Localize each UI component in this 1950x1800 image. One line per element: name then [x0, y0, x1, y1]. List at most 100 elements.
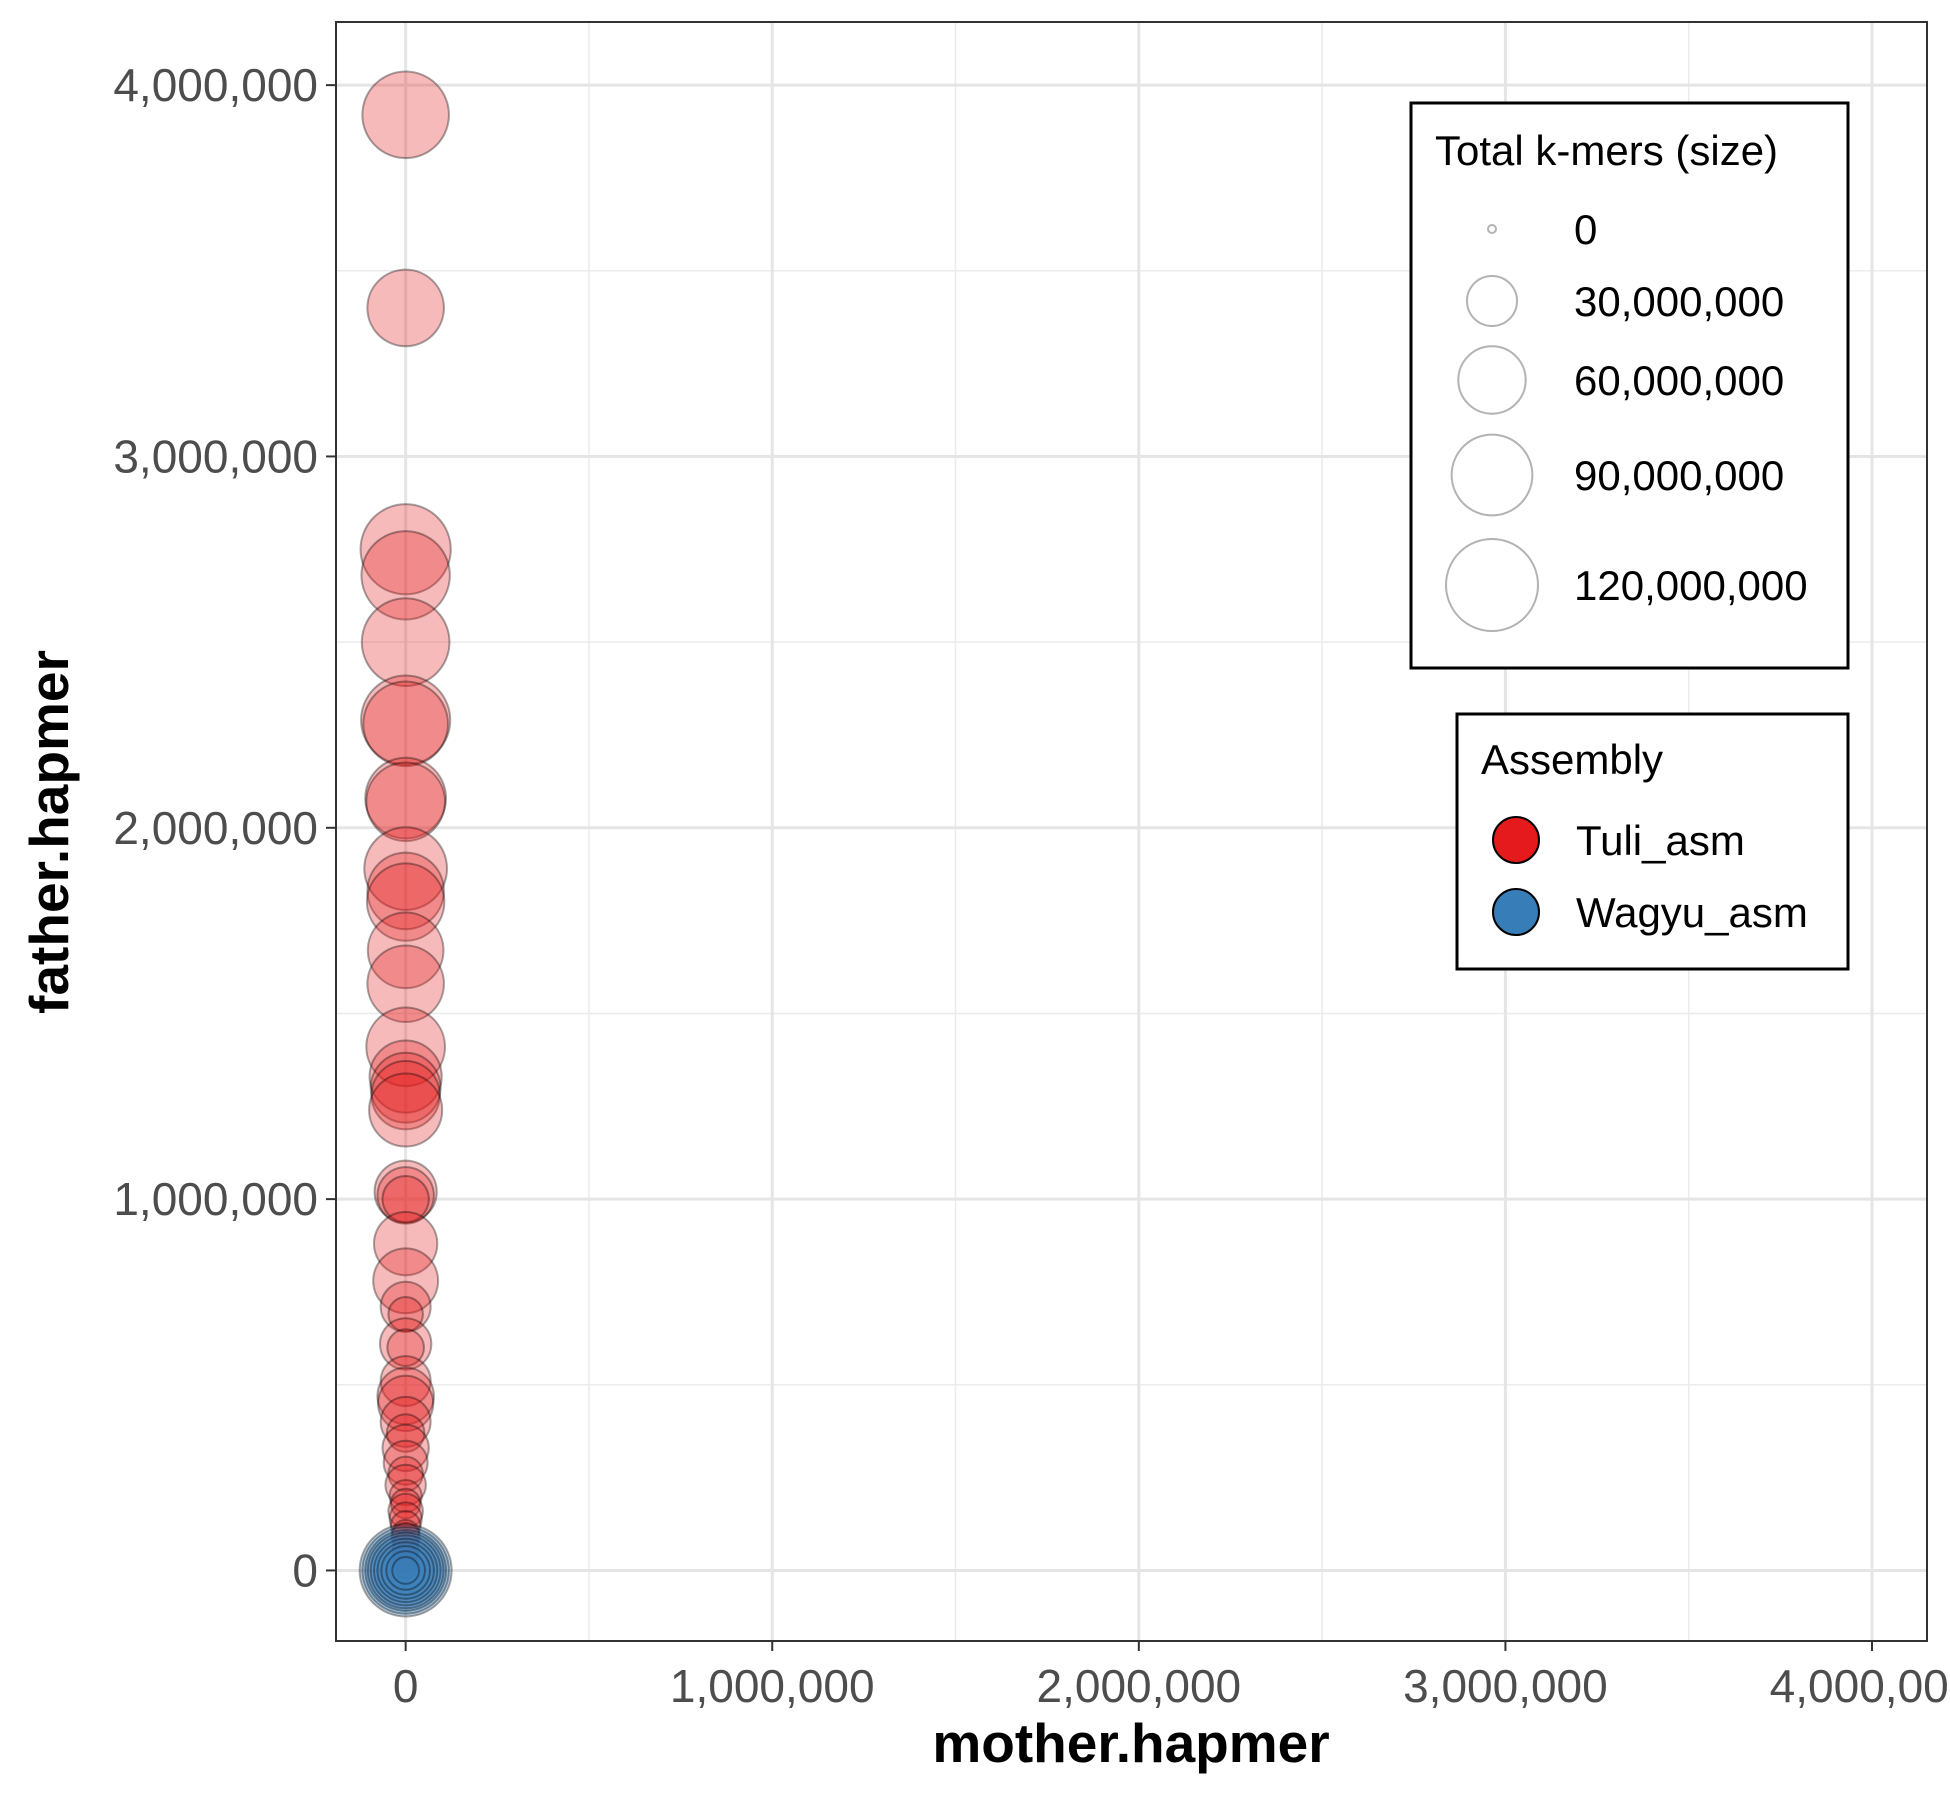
tuli-point [365, 1006, 447, 1088]
tuli-point [369, 1051, 442, 1124]
y-tick-label: 2,000,000 [113, 802, 318, 854]
legend-key-tuli [1492, 816, 1540, 864]
tuli-point [373, 1211, 439, 1277]
wagyu-point [376, 1541, 435, 1600]
tuli-point [391, 1518, 421, 1548]
tuli-point [382, 1439, 429, 1486]
tuli-point [366, 944, 445, 1024]
tuli-point [394, 1551, 418, 1575]
wagyu-point [373, 1537, 439, 1604]
x-tick-label: 0 [393, 1660, 419, 1712]
legend-label-tuli: Tuli_asm [1576, 817, 1745, 864]
x-axis: 0 1,000,000 2,000,000 3,000,000 4,000,000 [393, 1641, 1950, 1712]
tuli-point [360, 674, 452, 766]
y-tick-label: 1,000,000 [113, 1173, 318, 1225]
tuli-point [362, 680, 449, 768]
tuli-point [386, 1328, 425, 1367]
tuli-point [392, 1545, 420, 1573]
size-legend-label: 120,000,000 [1574, 562, 1808, 609]
tuli-point [379, 1355, 432, 1408]
tuli-point [377, 1374, 435, 1432]
tuli-point [385, 1413, 426, 1453]
wagyu-point [364, 1529, 448, 1612]
tuli-point [365, 761, 447, 843]
series-tuli-points [359, 70, 452, 1580]
tuli-point [388, 1501, 423, 1536]
size-legend-key [1457, 345, 1527, 415]
tuli-point [391, 1537, 421, 1567]
x-tick-label: 4,000,000 [1770, 1660, 1950, 1712]
tuli-point [372, 1247, 440, 1315]
tuli-point [376, 1366, 435, 1426]
size-legend-label: 30,000,000 [1574, 278, 1784, 325]
size-legend-key [1487, 224, 1497, 234]
size-legend-title: Total k-mers (size) [1435, 127, 1778, 174]
x-tick-label: 2,000,000 [1037, 1660, 1242, 1712]
size-legend: Total k-mers (size) 0 30,000,000 60,000,00… [1409, 101, 1850, 670]
tuli-point [384, 1463, 427, 1507]
size-legend-label: 90,000,000 [1574, 452, 1784, 499]
wagyu-point [358, 1523, 453, 1618]
tuli-point [363, 826, 449, 912]
size-legend-label: 0 [1574, 206, 1597, 253]
major-gridlines [336, 22, 1927, 1641]
tuli-point [381, 1423, 430, 1473]
color-legend: Assembly Tuli_asm Wagyu_asm [1455, 712, 1850, 971]
wagyu-point [369, 1534, 442, 1607]
tuli-point [366, 911, 445, 990]
tuli-point [389, 1487, 422, 1520]
tuli-point [365, 862, 446, 942]
tuli-point [379, 1395, 432, 1448]
x-axis-title: mother.hapmer [932, 1712, 1329, 1774]
legend-label-wagyu: Wagyu_asm [1576, 889, 1808, 936]
y-axis: 0 1,000,000 2,000,000 3,000,000 4,000,000 [113, 59, 336, 1596]
tuli-point [392, 1542, 419, 1569]
size-legend-label: 60,000,000 [1574, 357, 1784, 404]
tuli-point [368, 1072, 444, 1148]
tuli-point [392, 1530, 420, 1559]
tuli-point [366, 268, 445, 348]
size-legend-key [1445, 538, 1539, 632]
y-axis-title: father.hapmer [18, 650, 80, 1014]
plot-panel-border [335, 21, 1928, 1642]
x-tick-label: 3,000,000 [1403, 1660, 1608, 1712]
tuli-point [378, 1317, 433, 1371]
tuli-point [387, 1295, 424, 1333]
wagyu-point [361, 1526, 450, 1615]
tuli-point [392, 1554, 419, 1580]
tuli-point [387, 1455, 424, 1493]
size-legend-key [1466, 275, 1518, 327]
tuli-point [360, 530, 451, 621]
legend-key-wagyu [1492, 888, 1540, 936]
tuli-point [370, 1059, 441, 1131]
tuli-point [361, 70, 450, 160]
wagyu-point [380, 1545, 431, 1596]
tuli-point [389, 1510, 422, 1542]
tuli-point [359, 503, 452, 596]
y-tick-label: 3,000,000 [113, 430, 318, 482]
tuli-point [368, 1039, 443, 1114]
tuli-point [390, 1521, 421, 1553]
x-tick-label: 1,000,000 [670, 1660, 875, 1712]
wagyu-point [366, 1531, 445, 1610]
y-tick-label: 0 [292, 1544, 318, 1596]
tuli-point [388, 1479, 423, 1514]
tuli-point [395, 1558, 417, 1580]
color-legend-title: Assembly [1481, 736, 1663, 783]
tuli-point [366, 851, 445, 931]
tuli-point [387, 1492, 424, 1530]
y-tick-label: 4,000,000 [113, 59, 318, 111]
tuli-point [373, 1159, 438, 1224]
tuli-point [381, 1174, 430, 1224]
tuli-point [360, 597, 451, 687]
tuli-point [379, 1280, 432, 1333]
series-wagyu-points [358, 1523, 453, 1618]
tuli-point [376, 1166, 435, 1225]
size-legend-keys: 0 30,000,000 60,000,000 90,000,000 120,000,0… [1445, 206, 1808, 632]
tuli-point [364, 756, 448, 840]
size-legend-key [1450, 433, 1534, 517]
wagyu-point [391, 1556, 421, 1585]
wagyu-point [385, 1550, 426, 1591]
size-legend-box [1409, 101, 1850, 670]
